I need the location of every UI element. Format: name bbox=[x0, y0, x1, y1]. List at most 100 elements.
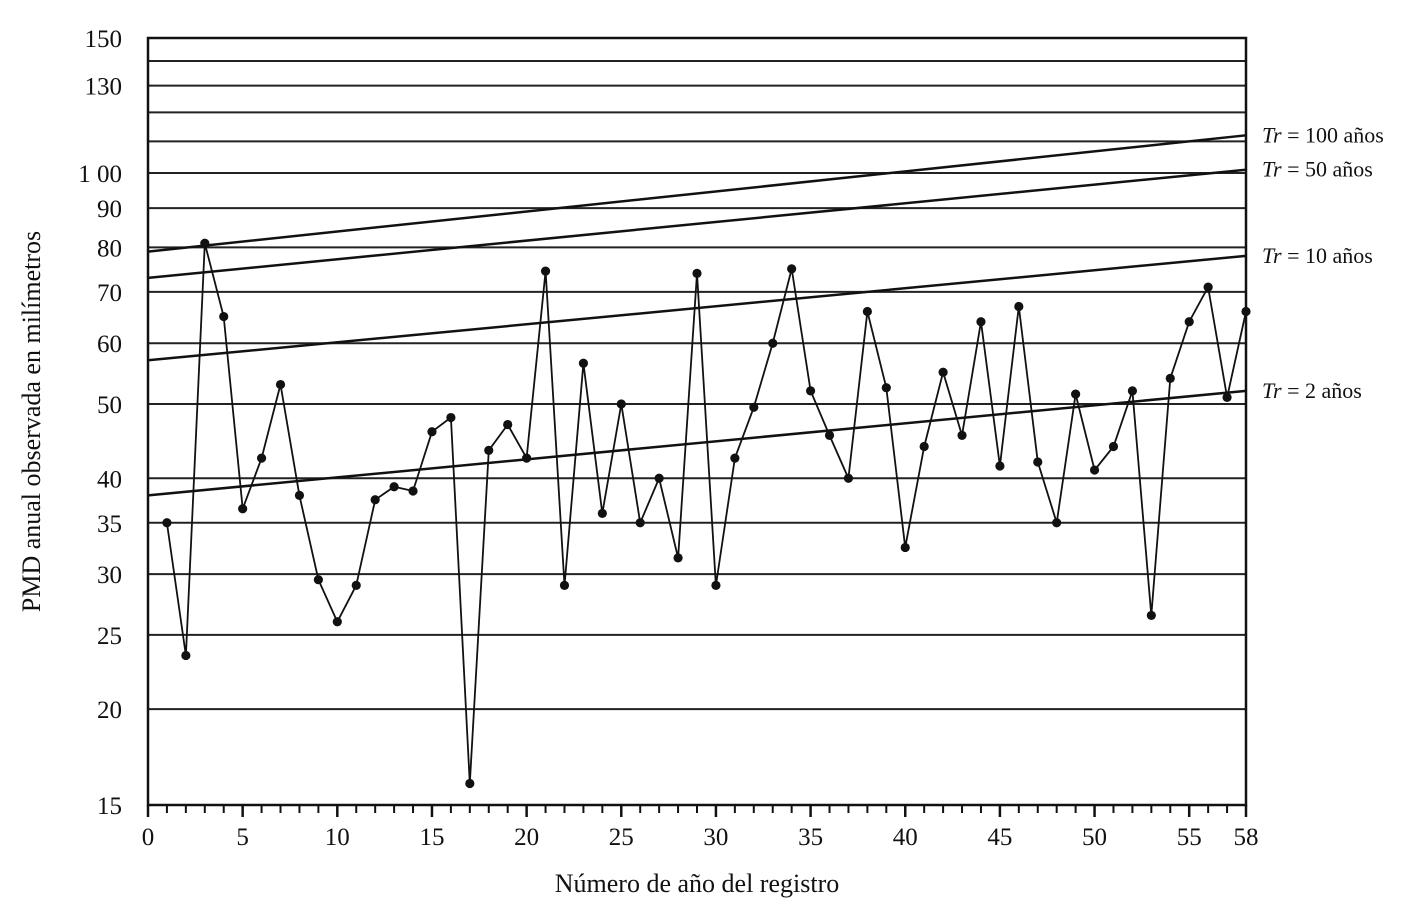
return-period-label: Tr = 50 años bbox=[1262, 157, 1373, 182]
data-point bbox=[1203, 282, 1213, 292]
return-period-label: Tr = 10 años bbox=[1262, 243, 1373, 268]
data-point bbox=[578, 358, 589, 368]
data-point bbox=[256, 453, 267, 463]
return-period-line bbox=[147, 389, 1247, 497]
y-tick-label: 130 bbox=[85, 74, 123, 101]
return-period-label-var: Tr bbox=[1262, 157, 1282, 182]
y-tick-label: 30 bbox=[97, 562, 122, 589]
y-gridlines bbox=[148, 37, 1246, 711]
data-point bbox=[805, 386, 816, 396]
data-point bbox=[484, 445, 494, 455]
data-point bbox=[275, 379, 286, 390]
data-point bbox=[389, 482, 399, 492]
return-period-label-text: = 10 años bbox=[1282, 243, 1373, 268]
data-point bbox=[446, 412, 456, 423]
data-point bbox=[1127, 386, 1138, 396]
data-point bbox=[181, 650, 191, 661]
y-tick-label: 90 bbox=[97, 196, 122, 223]
data-point bbox=[351, 580, 361, 591]
data-point bbox=[692, 268, 702, 278]
x-axis-title: Número de año del registro bbox=[555, 869, 839, 898]
data-point bbox=[1165, 373, 1175, 383]
data-point bbox=[919, 441, 929, 452]
data-point bbox=[294, 490, 305, 500]
x-tick-label: 25 bbox=[609, 824, 634, 851]
data-point bbox=[370, 495, 380, 505]
return-period-label-text: = 100 años bbox=[1282, 122, 1384, 147]
data-point bbox=[465, 778, 475, 789]
data-point bbox=[749, 402, 759, 412]
y-tick-labels: 150 130 1 00 90 80 70 60 50 40 35 30 25 20 15 bbox=[78, 26, 122, 820]
data-point bbox=[408, 486, 418, 496]
data-point bbox=[995, 461, 1005, 471]
y-tick-label: 70 bbox=[97, 280, 122, 307]
y-tick-label: 20 bbox=[97, 697, 122, 724]
data-point bbox=[843, 473, 854, 483]
x-tick-label: 55 bbox=[1177, 824, 1202, 851]
data-point bbox=[1089, 465, 1100, 475]
data-point bbox=[1033, 457, 1043, 467]
data-point bbox=[862, 306, 872, 317]
data-point bbox=[427, 427, 437, 437]
x-tick-labels: 0 5 10 15 20 25 30 35 40 45 50 55 58 bbox=[142, 824, 1259, 851]
data-point bbox=[957, 430, 967, 440]
y-tick-label: 50 bbox=[97, 392, 122, 419]
data-point bbox=[597, 508, 607, 518]
data-point bbox=[1241, 306, 1251, 317]
x-tick-label: 5 bbox=[236, 824, 249, 851]
data-point bbox=[938, 367, 948, 377]
data-series bbox=[162, 238, 1251, 789]
data-point bbox=[238, 504, 248, 514]
data-point bbox=[540, 266, 551, 276]
data-point bbox=[219, 311, 229, 322]
data-point bbox=[881, 383, 891, 393]
return-period-label-text: = 2 años bbox=[1282, 378, 1362, 403]
data-point bbox=[711, 580, 721, 591]
data-point bbox=[1052, 518, 1062, 528]
data-point bbox=[313, 575, 323, 585]
data-point bbox=[787, 264, 797, 274]
data-point bbox=[673, 553, 683, 563]
return-period-line bbox=[147, 134, 1247, 253]
data-point bbox=[1146, 610, 1156, 621]
x-tick-label: 15 bbox=[419, 824, 444, 851]
data-point bbox=[616, 399, 626, 409]
x-tick-label: 40 bbox=[893, 824, 918, 851]
data-point bbox=[1071, 389, 1081, 399]
return-period-label: Tr = 2 años bbox=[1262, 378, 1362, 403]
return-period-label-var: Tr bbox=[1262, 122, 1282, 147]
x-tick-label: 30 bbox=[703, 824, 728, 851]
x-tick-label: 20 bbox=[514, 824, 539, 851]
data-point bbox=[824, 430, 835, 440]
data-point bbox=[976, 317, 986, 327]
return-period-label-var: Tr bbox=[1262, 378, 1282, 403]
return-period-label: Tr = 100 años bbox=[1262, 122, 1384, 147]
data-point bbox=[559, 580, 570, 591]
x-tick-label: 50 bbox=[1082, 824, 1107, 851]
data-point bbox=[1184, 317, 1194, 327]
y-tick-label: 35 bbox=[97, 511, 122, 538]
data-point bbox=[162, 518, 172, 528]
data-point bbox=[200, 238, 210, 248]
y-tick-label: 15 bbox=[97, 793, 122, 820]
y-tick-label: 60 bbox=[97, 331, 122, 358]
y-tick-label: 150 bbox=[85, 26, 123, 53]
return-period-line bbox=[147, 168, 1247, 280]
data-point bbox=[1222, 392, 1232, 402]
x-axis-ticks bbox=[146, 805, 1248, 817]
x-tick-label: 0 bbox=[142, 824, 155, 851]
data-point bbox=[1108, 441, 1119, 452]
y-tick-label: 25 bbox=[97, 623, 122, 650]
data-point bbox=[900, 542, 910, 553]
y-tick-label: 1 00 bbox=[78, 161, 122, 188]
series-line bbox=[166, 243, 1247, 784]
x-tick-label: 35 bbox=[798, 824, 823, 851]
data-point bbox=[332, 617, 342, 627]
data-point bbox=[654, 473, 664, 483]
data-point bbox=[1014, 301, 1024, 312]
return-period-label-text: = 50 años bbox=[1282, 157, 1373, 182]
data-point bbox=[635, 518, 645, 528]
data-point bbox=[768, 338, 778, 348]
